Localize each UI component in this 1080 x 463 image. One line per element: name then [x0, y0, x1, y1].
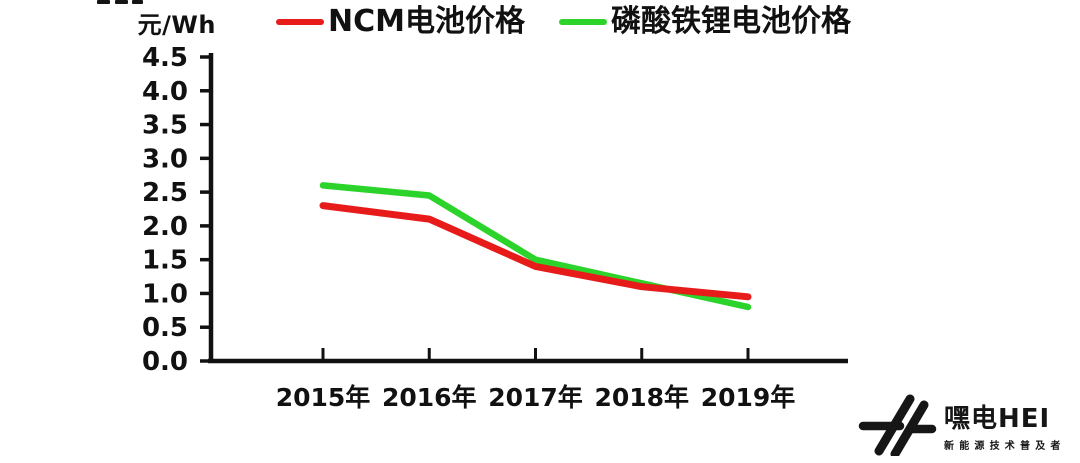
chart-legend: NCM电池价格 磷酸铁锂电池价格: [276, 5, 851, 39]
x-tick-label: 2018年: [594, 383, 689, 412]
x-tick-label: 2015年: [276, 383, 371, 412]
y-tick-label: 3.5: [142, 111, 188, 141]
x-tick-label: 2019年: [701, 383, 796, 412]
series-line-ncm: [319, 202, 752, 301]
hei-logo-icon: [858, 394, 937, 456]
brand-tagline: 新能源技术普及者: [944, 441, 1066, 452]
brand-name: 嘿电HEI: [944, 404, 1051, 434]
y-tick-label: 2.5: [142, 178, 188, 208]
y-axis-unit-label: 元/Wh: [137, 11, 216, 39]
legend-label-ncm: NCM电池价格: [328, 4, 525, 39]
y-tick-label: 0.0: [142, 347, 188, 377]
cropped-text-remnant: [132, 0, 143, 4]
legend-label-lfp: 磷酸铁锂电池价格: [610, 4, 851, 39]
legend-item-lfp: 磷酸铁锂电池价格: [558, 4, 851, 39]
y-tick-label: 2.0: [142, 212, 188, 242]
y-tick-label: 3.0: [142, 144, 188, 174]
y-tick-label: 4.0: [142, 77, 188, 107]
legend-line-swatch-green: [558, 18, 607, 26]
legend-line-swatch-red: [276, 18, 324, 26]
cropped-text-remnant: [97, 0, 110, 4]
x-tick-label: 2016年: [382, 383, 477, 412]
brand-watermark: 嘿电HEI 新能源技术普及者: [856, 392, 1076, 458]
cropped-text-remnant: [115, 0, 128, 4]
y-tick-label: 1.0: [142, 279, 188, 309]
x-tick-label: 2017年: [488, 383, 583, 412]
y-tick-label: 0.5: [142, 313, 188, 343]
y-tick-label: 1.5: [142, 246, 188, 276]
legend-item-ncm: NCM电池价格: [276, 5, 525, 39]
brand-text-block: 嘿电HEI 新能源技术普及者: [944, 392, 1066, 452]
y-tick-label: 4.5: [142, 43, 188, 73]
